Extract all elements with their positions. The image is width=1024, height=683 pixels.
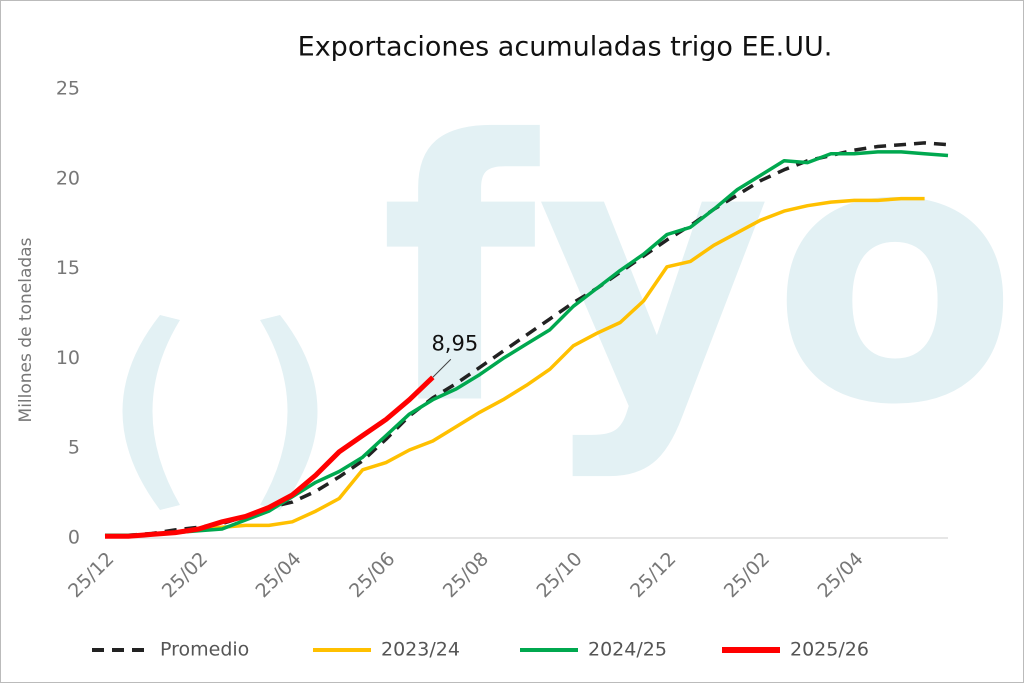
- y-axis-label: Millones de toneladas: [16, 237, 36, 422]
- watermark-paren: [122, 315, 180, 510]
- legend-label: 2023/24: [381, 639, 460, 661]
- watermark: fyo: [122, 64, 1019, 510]
- legend-label: 2025/26: [790, 639, 869, 661]
- y-tick-label: 10: [56, 347, 80, 369]
- data-label: 8,95: [431, 331, 478, 355]
- y-tick-label: 0: [68, 527, 80, 549]
- legend-label: Promedio: [160, 639, 249, 661]
- y-tick-label: 25: [56, 78, 80, 100]
- series-line: [105, 150, 949, 538]
- series-line: [105, 375, 435, 539]
- chart-title: Exportaciones acumuladas trigo EE.UU.: [298, 32, 833, 63]
- y-tick-label: 20: [56, 167, 80, 189]
- watermark-paren: [260, 315, 318, 510]
- legend-label: 2024/25: [588, 639, 667, 661]
- y-tick-label: 15: [56, 257, 80, 279]
- watermark-text: fyo: [380, 64, 1019, 483]
- label-leader: [432, 358, 452, 378]
- y-tick-label: 5: [68, 437, 80, 459]
- series-line: [105, 196, 925, 538]
